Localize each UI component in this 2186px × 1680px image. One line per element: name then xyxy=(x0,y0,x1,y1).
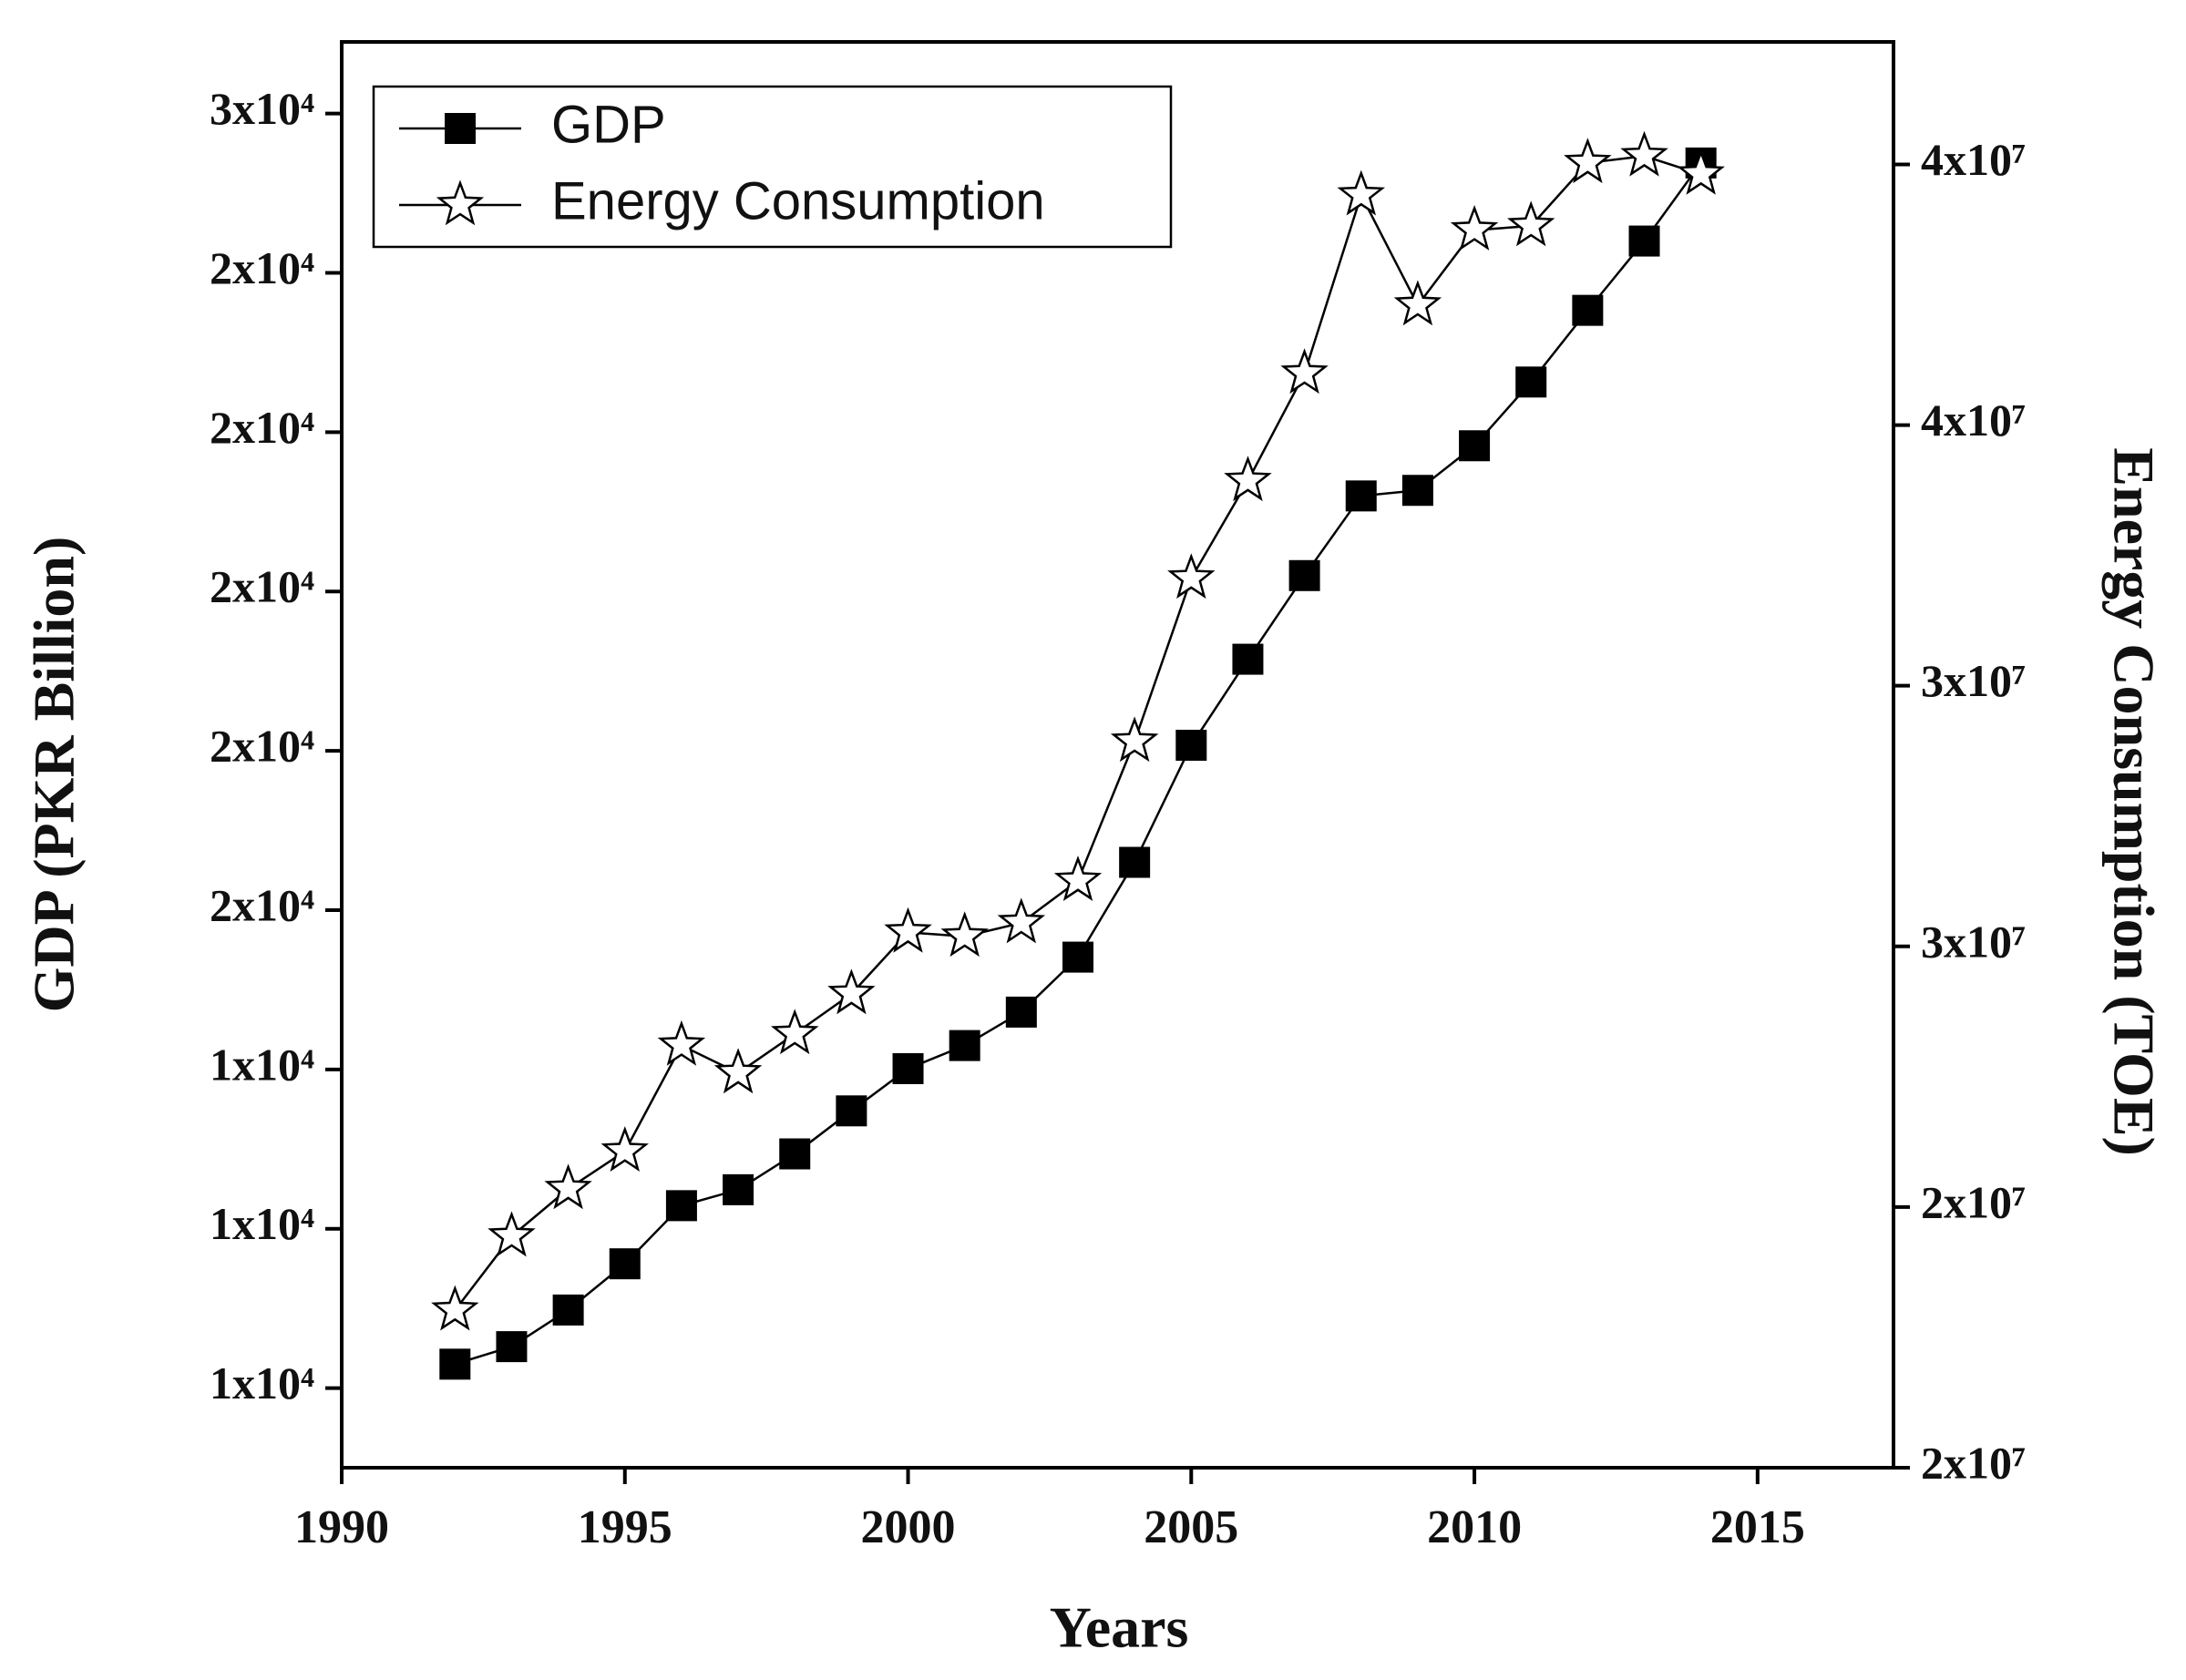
marker-square xyxy=(1175,730,1207,762)
marker-star xyxy=(600,1126,649,1173)
x-tick-label: 1995 xyxy=(578,1501,672,1553)
legend-label: GDP xyxy=(551,95,666,154)
marker-square xyxy=(1062,941,1093,973)
y-tick-label: 2x10⁴ xyxy=(210,242,314,293)
x-tick-label: 2015 xyxy=(1710,1501,1805,1553)
marker-star xyxy=(770,1009,819,1055)
marker-square xyxy=(1288,559,1320,591)
marker-square xyxy=(779,1138,811,1170)
marker-star xyxy=(1507,200,1555,247)
series-line xyxy=(454,155,1702,1311)
marker-star xyxy=(827,968,876,1015)
x-tick-label: 2000 xyxy=(861,1501,956,1553)
marker-square xyxy=(1119,846,1151,878)
y-tick-label: 2x10⁴ xyxy=(210,879,314,930)
y2-tick-label: 2x10⁷ xyxy=(1921,1176,2026,1227)
marker-star xyxy=(1224,456,1272,502)
marker-star xyxy=(713,1048,763,1094)
marker-square xyxy=(1572,294,1604,326)
marker-square xyxy=(1401,475,1433,507)
x-tick-label: 2005 xyxy=(1144,1501,1238,1553)
marker-star xyxy=(436,179,485,226)
y-tick-label: 1x10⁴ xyxy=(210,1198,314,1249)
x-tick-label: 1990 xyxy=(294,1501,389,1553)
marker-star xyxy=(1280,348,1329,394)
marker-star xyxy=(1620,130,1668,177)
x-axis-title: Years xyxy=(1050,1595,1189,1660)
y2-tick-label: 2x10⁷ xyxy=(1921,1437,2026,1488)
marker-square xyxy=(665,1190,697,1222)
marker-star xyxy=(1110,716,1159,763)
legend-label: Energy Consumption xyxy=(551,171,1045,230)
marker-square xyxy=(1232,643,1264,675)
marker-star xyxy=(997,897,1046,944)
marker-star xyxy=(657,1019,706,1066)
marker-square xyxy=(1628,225,1660,257)
marker-square xyxy=(1345,480,1377,512)
y-tick-label: 1x10⁴ xyxy=(210,1039,314,1090)
y2-tick-label: 4x10⁷ xyxy=(1921,134,2026,185)
marker-star xyxy=(1053,855,1103,901)
y2-tick-label: 3x10⁷ xyxy=(1921,655,2026,706)
y-tick-label: 1x10⁴ xyxy=(210,1357,314,1409)
marker-square xyxy=(1459,430,1491,462)
marker-star xyxy=(1564,138,1612,184)
y-tick-label: 2x10⁴ xyxy=(210,721,314,772)
y-tick-label: 2x10⁴ xyxy=(210,402,314,453)
y2-tick-label: 4x10⁷ xyxy=(1921,394,2026,446)
marker-square xyxy=(552,1294,584,1326)
marker-square xyxy=(723,1173,754,1205)
marker-square xyxy=(1005,996,1037,1028)
plot-frame xyxy=(340,40,1895,1470)
marker-star xyxy=(1450,205,1499,251)
marker-star xyxy=(1677,149,1725,195)
y2-tick-label: 3x10⁷ xyxy=(1921,916,2026,967)
marker-star xyxy=(884,907,932,953)
y-axis-title: GDP (PKR Billion) xyxy=(22,537,87,1013)
marker-star xyxy=(1393,280,1442,326)
marker-star xyxy=(431,1285,479,1331)
marker-star xyxy=(940,911,989,958)
marker-square xyxy=(609,1248,641,1280)
legend-box xyxy=(372,85,1173,249)
marker-square xyxy=(439,1348,471,1380)
x-tick-label: 2010 xyxy=(1427,1501,1522,1553)
y-tick-label: 3x10⁴ xyxy=(210,83,314,134)
marker-star xyxy=(487,1211,536,1257)
marker-square xyxy=(445,113,476,144)
marker-star xyxy=(1337,169,1386,216)
y2-axis-title: Energy Consumption (TOE) xyxy=(2101,447,2166,1156)
marker-square xyxy=(949,1030,980,1061)
marker-square xyxy=(836,1095,867,1127)
marker-square xyxy=(496,1331,528,1363)
y-tick-label: 2x10⁴ xyxy=(210,561,314,612)
marker-star xyxy=(1167,553,1216,599)
marker-star xyxy=(544,1163,592,1210)
series-line xyxy=(454,162,1702,1366)
marker-square xyxy=(1515,366,1547,398)
marker-square xyxy=(892,1052,924,1084)
